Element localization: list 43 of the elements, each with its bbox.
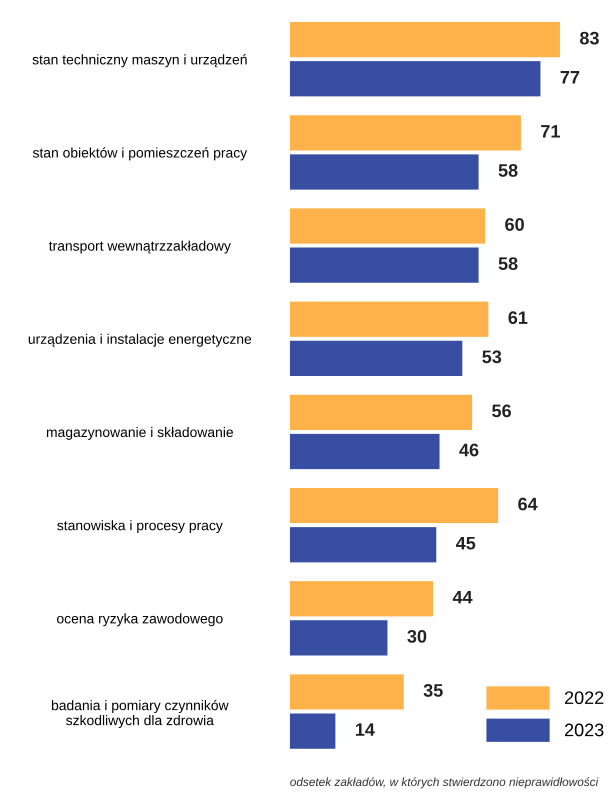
data-label: 61 [508, 311, 528, 324]
bar [290, 340, 462, 376]
bar [290, 208, 486, 244]
data-label: 35 [424, 684, 443, 697]
data-label: 44 [452, 591, 472, 604]
bar [290, 434, 440, 470]
y-tick-label: magazynowanie i składowanie [46, 426, 233, 440]
data-label: 71 [541, 125, 560, 138]
data-label: 56 [492, 404, 511, 418]
data-label: 77 [560, 71, 580, 84]
data-label: 46 [459, 444, 478, 456]
data-label: 64 [518, 498, 538, 510]
data-label: 58 [498, 164, 518, 177]
legend-label: 2022 [564, 691, 604, 704]
bar [290, 61, 540, 96]
y-tick-label: urządzenia i instalacje energetyczne [28, 334, 252, 347]
bar [290, 488, 498, 524]
bar [290, 581, 434, 616]
bar [290, 713, 336, 749]
data-label: 60 [505, 218, 524, 231]
y-tick-label: stan obiektów i pomieszczeń pracy [32, 147, 248, 160]
data-label: 30 [407, 630, 426, 643]
bar [290, 302, 488, 337]
data-label: 14 [356, 723, 375, 736]
bar [290, 22, 560, 58]
y-tick-label: ocena ryzyka zawodowego [57, 613, 223, 626]
data-label: 58 [498, 257, 518, 270]
bar [290, 115, 521, 150]
y-tick-label: transport wewnątrzzakładowy [48, 240, 231, 254]
y-tick-label: stan techniczny maszyn i urządzeń [32, 54, 247, 68]
legend-label: 2023 [564, 724, 604, 736]
bar [290, 674, 404, 710]
data-label: 83 [580, 32, 599, 45]
bar [290, 154, 479, 190]
text: odsetek zakładów, w których stwierdzono nieprawidłowości [290, 777, 598, 788]
data-label: 53 [482, 350, 502, 364]
bar [290, 394, 472, 430]
bar [290, 620, 388, 656]
data-label: 45 [456, 536, 476, 550]
bar [290, 248, 479, 283]
bar [290, 527, 436, 562]
y-tick-label: badania i pomiary czynników szkodliwych dla zdrowia [52, 700, 229, 728]
y-tick-label: stanowiska i procesy pracy [57, 520, 223, 534]
